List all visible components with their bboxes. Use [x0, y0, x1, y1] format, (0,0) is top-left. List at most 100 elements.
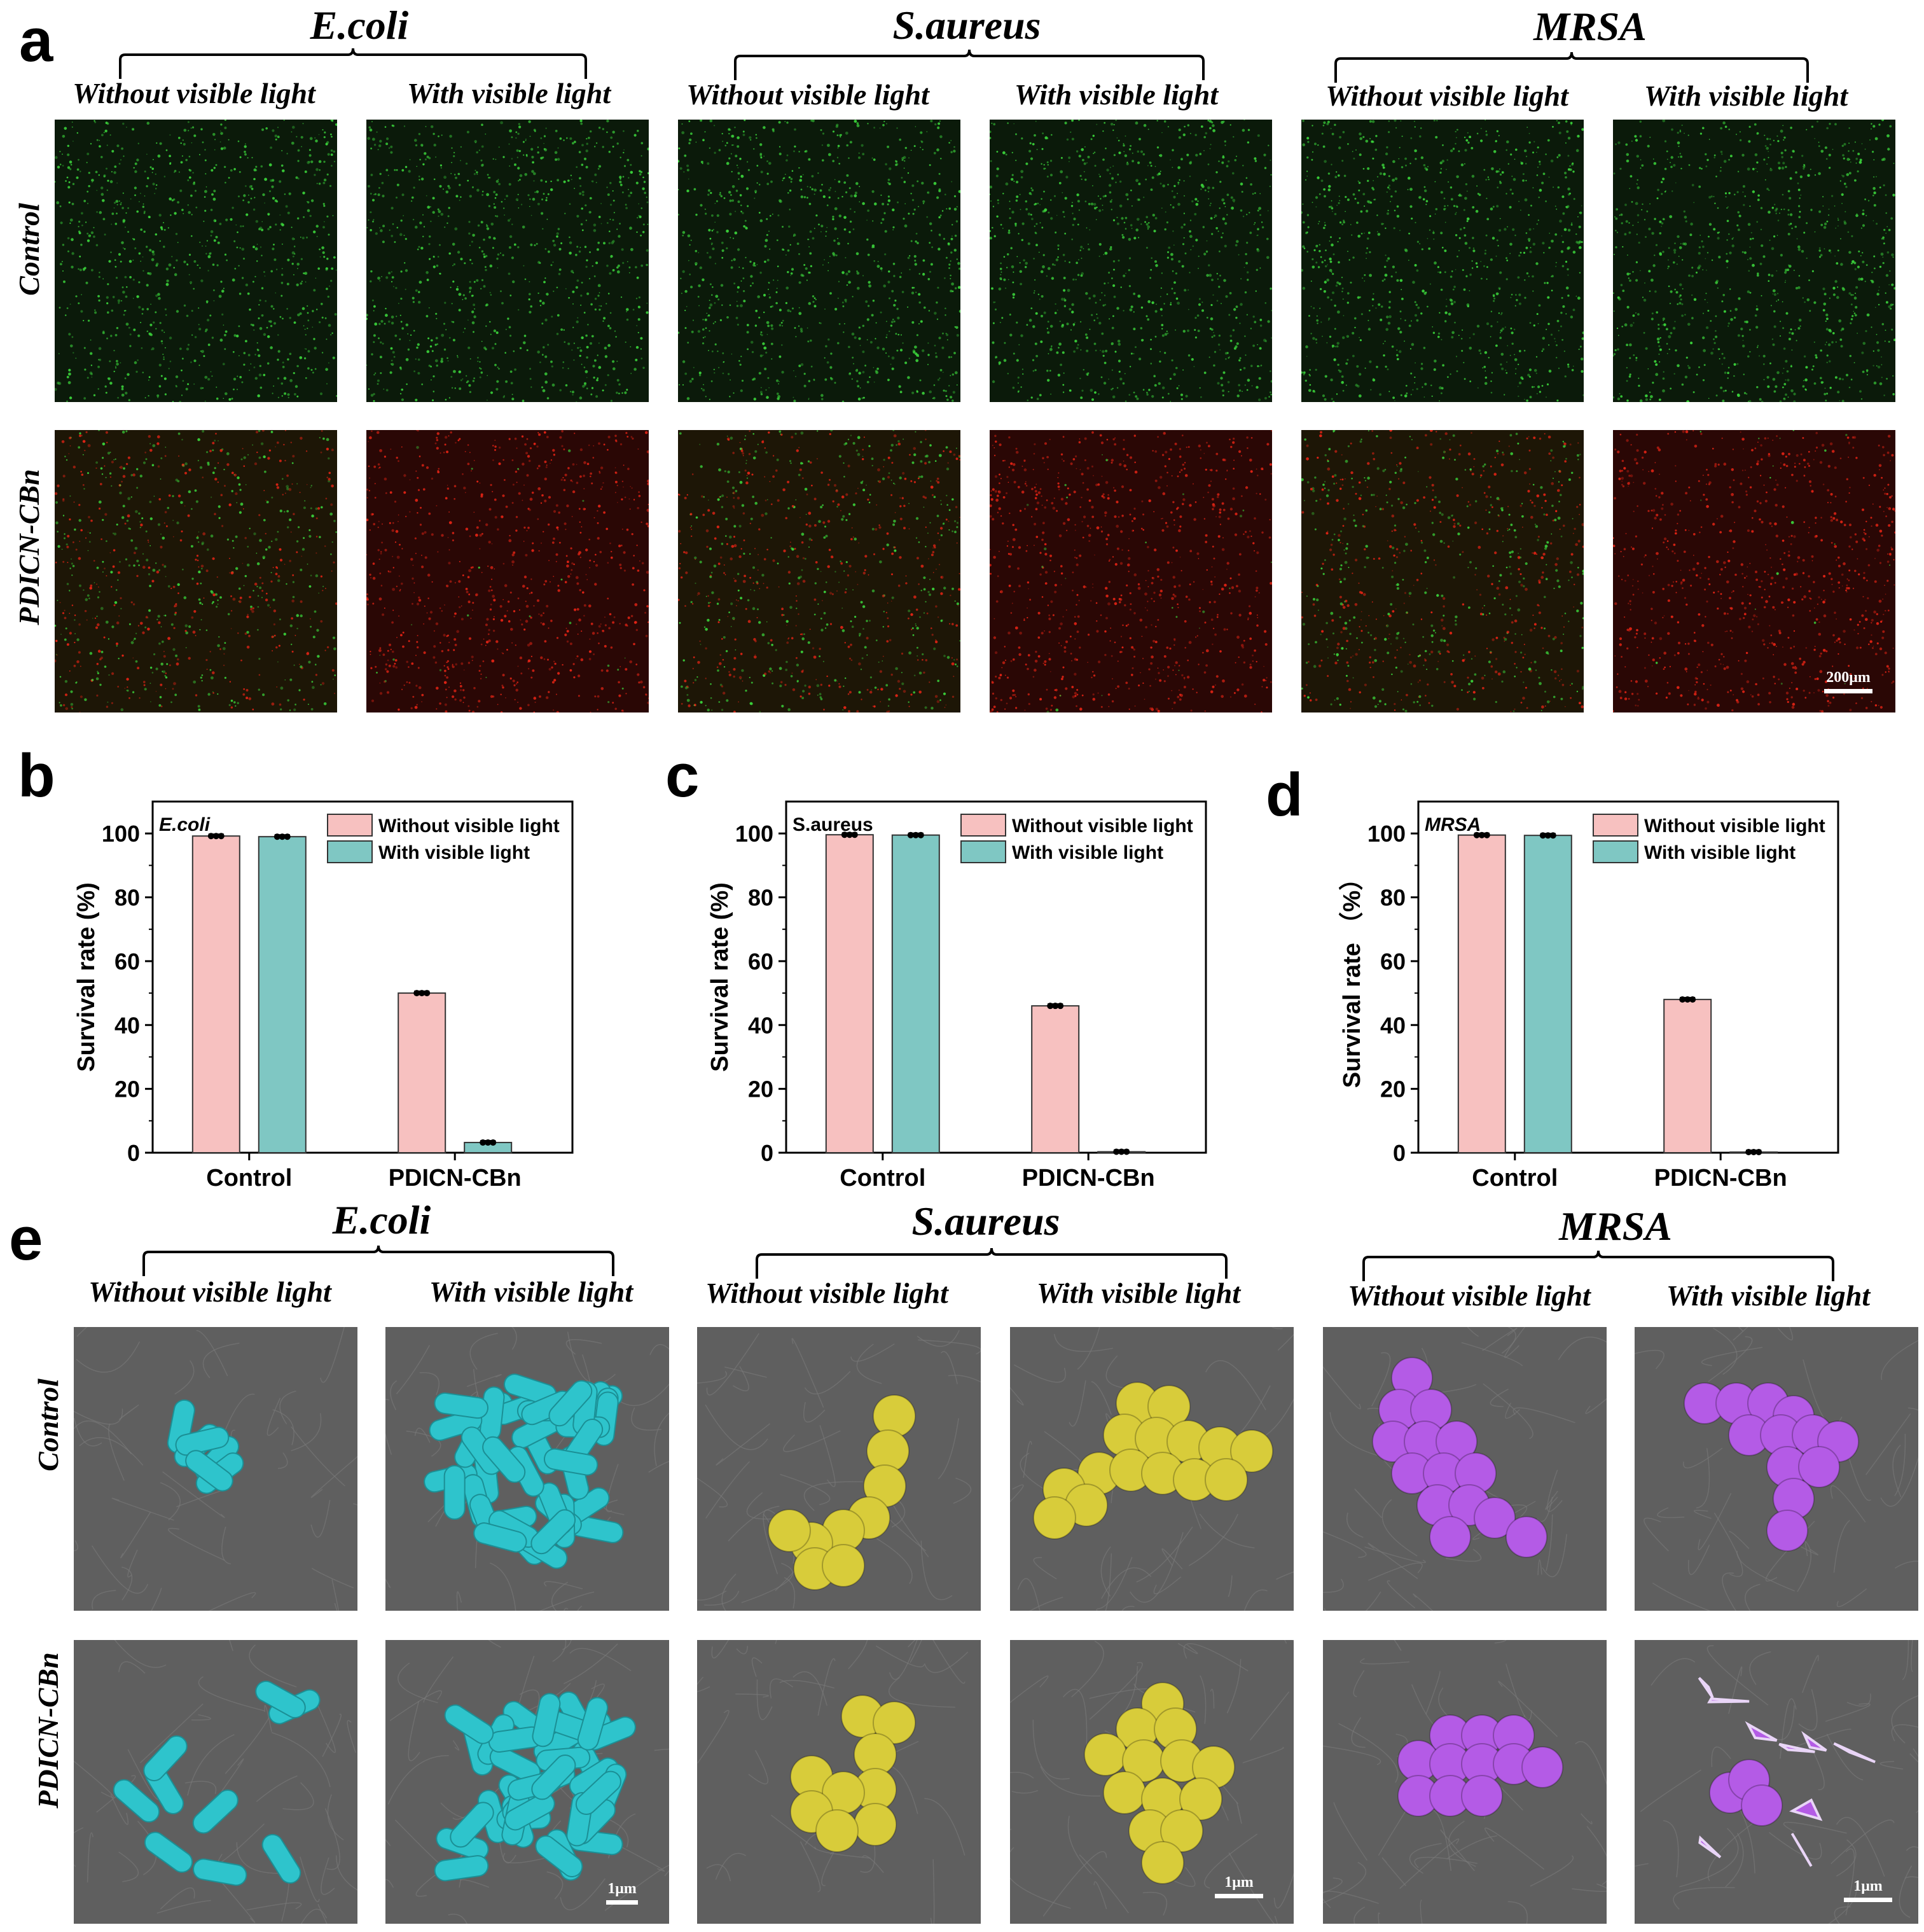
legend-swatch-with	[327, 840, 373, 863]
sem-image-ecoli-without-control	[74, 1327, 357, 1611]
panel-e-scalebar-ecoli: 1μm	[597, 1880, 647, 1905]
data-point	[1123, 1148, 1130, 1155]
data-point	[413, 990, 420, 997]
data-point	[1539, 832, 1546, 839]
y-tick-label: 40	[1380, 1012, 1406, 1038]
chart-frame	[785, 800, 1207, 1154]
panel-e-scalebar-saureus: 1μm	[1214, 1874, 1264, 1898]
sem-image-mrsa-with-pdicn	[1635, 1640, 1918, 1924]
y-tick-label: 40	[114, 1012, 140, 1038]
fluorescence-image-ecoli-with-control	[366, 120, 649, 402]
bar-without-control	[1457, 834, 1506, 1153]
data-point	[1689, 996, 1696, 1003]
panel-e-species-ecoli: E.coli	[332, 1197, 431, 1242]
y-tick-label: 100	[735, 821, 773, 847]
bar-with-control	[1523, 835, 1572, 1154]
chart-title: S.aureus	[792, 814, 873, 835]
panel-e-scalebar-ecoli-label: 1μm	[607, 1880, 637, 1897]
panel-a-cond-mrsa-with: With visible light	[1644, 80, 1848, 112]
legend-swatch-without	[327, 814, 373, 837]
sem-image-ecoli-with-control	[385, 1327, 669, 1611]
panel-a-cond-ecoli-with: With visible light	[406, 77, 611, 109]
legend-swatch-with	[1593, 840, 1638, 863]
fluorescence-image-ecoli-without-pdicn	[55, 430, 337, 712]
data-point	[1750, 1148, 1757, 1155]
y-tick-label: 0	[761, 1140, 773, 1166]
data-point	[1483, 831, 1490, 838]
panel-e-cond-ecoli-with: With visible light	[429, 1275, 633, 1308]
legend-label-without: Without visible light	[1012, 816, 1193, 837]
data-point	[1052, 1003, 1059, 1010]
data-point	[1755, 1148, 1762, 1155]
x-tick-label: Control	[206, 1165, 292, 1192]
panel-a-species-mrsa: MRSA	[1533, 4, 1647, 49]
data-point	[1113, 1148, 1120, 1155]
panel-a-cond-saureus-without: Without visible light	[686, 78, 929, 111]
bar-without-control	[825, 834, 874, 1154]
y-tick-label: 80	[1380, 885, 1406, 911]
panel-e-scalebar-mrsa-label: 1μm	[1853, 1878, 1883, 1894]
fluorescence-image-saureus-with-pdicn	[990, 430, 1272, 712]
data-point	[218, 833, 225, 840]
data-point	[851, 831, 858, 838]
panel-e-scalebar-mrsa: 1μm	[1843, 1878, 1893, 1902]
y-tick-label: 0	[127, 1140, 140, 1166]
data-point	[1118, 1148, 1125, 1155]
data-point	[480, 1139, 487, 1146]
data-point	[424, 990, 431, 997]
bar-without-pdicn-cbn	[1663, 999, 1712, 1153]
sem-image-mrsa-without-control	[1323, 1327, 1607, 1611]
panel-e-cond-mrsa-with: With visible light	[1666, 1279, 1871, 1312]
panel-e-bracket-saureus	[756, 1247, 1228, 1279]
panel-c-chart: 0 20 40 60 80 100 Survival rate (%) Control PDIC…	[707, 800, 1207, 1192]
panel-e-species-mrsa: MRSA	[1559, 1204, 1672, 1249]
y-tick-label: 60	[114, 949, 140, 975]
panel-a-bracket-ecoli	[119, 48, 587, 79]
fluorescence-image-saureus-with-control	[990, 120, 1272, 402]
panel-e-scalebar-saureus-label: 1μm	[1224, 1874, 1254, 1891]
fluorescence-image-ecoli-with-pdicn	[366, 430, 649, 712]
sem-image-saureus-with-control	[1010, 1327, 1294, 1611]
chart-frame	[151, 800, 574, 1154]
y-tick-label: 100	[1367, 821, 1406, 847]
panel-a-species-saureus: S.aureus	[892, 3, 1041, 48]
bar-without-pdicn-cbn	[398, 992, 446, 1153]
data-point	[212, 833, 219, 840]
panel-e-scalebar-saureus-line	[1215, 1894, 1263, 1898]
data-point	[1684, 996, 1691, 1003]
panel-d-label: d	[1266, 761, 1303, 829]
y-tick-label: 60	[748, 949, 773, 975]
data-point	[1047, 1003, 1054, 1010]
data-point	[1057, 1003, 1064, 1010]
fluorescence-image-mrsa-without-pdicn	[1301, 430, 1584, 712]
legend-label-without: Without visible light	[1644, 816, 1825, 837]
panel-e-row-control: Control	[32, 1379, 64, 1471]
panel-e-bracket-mrsa	[1362, 1250, 1834, 1281]
y-tick-label: 20	[114, 1076, 140, 1102]
x-tick-label: Control	[1472, 1165, 1558, 1192]
panel-a-species-ecoli: E.coli	[310, 3, 409, 48]
panel-a-row-pdicn: PDICN-CBn	[13, 469, 45, 625]
data-point	[284, 833, 291, 840]
x-tick-label: Control	[840, 1165, 925, 1192]
panel-b-chart: 0 20 40 60 80 100 Survival rate (%) Control PDIC…	[73, 800, 574, 1192]
y-tick-label: 80	[748, 885, 773, 911]
y-axis-label: Survival rate (%)	[73, 882, 100, 1072]
panel-e-row-pdicn: PDICN-CBn	[32, 1652, 64, 1809]
legend-swatch-without	[960, 814, 1006, 837]
panel-a-scalebar: 200μm	[1823, 669, 1874, 693]
panel-e-bracket-ecoli	[142, 1245, 614, 1276]
panel-e-cond-saureus-without: Without visible light	[705, 1277, 948, 1309]
panel-a-bracket-mrsa	[1334, 52, 1809, 83]
chart-frame	[1417, 800, 1839, 1154]
fluorescence-image-mrsa-with-control	[1613, 120, 1895, 402]
data-point	[1679, 996, 1686, 1003]
data-point	[907, 831, 914, 838]
data-point	[917, 831, 924, 838]
x-tick-label: PDICN-CBn	[1654, 1165, 1787, 1192]
y-tick-label: 20	[1380, 1076, 1406, 1102]
legend-label-with: With visible light	[378, 842, 530, 863]
panel-a-cond-ecoli-without: Without visible light	[73, 77, 315, 109]
legend-swatch-with	[960, 840, 1006, 863]
